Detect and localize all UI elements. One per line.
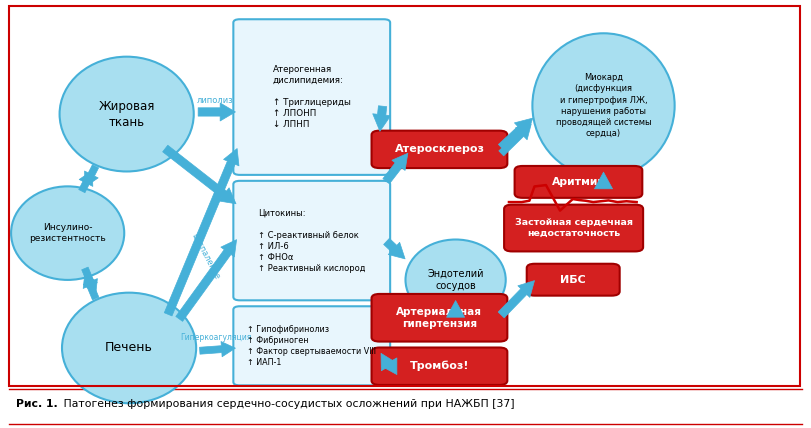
Text: Инсулино-
резистентность: Инсулино- резистентность (29, 223, 106, 243)
Ellipse shape (62, 293, 196, 403)
FancyBboxPatch shape (371, 348, 508, 385)
FancyBboxPatch shape (234, 306, 390, 385)
Ellipse shape (532, 33, 675, 178)
FancyBboxPatch shape (526, 264, 620, 296)
FancyBboxPatch shape (371, 294, 508, 342)
Text: Жировая
ткань: Жировая ткань (98, 100, 155, 128)
Text: Воспаление: Воспаление (189, 232, 221, 281)
Text: Застойная сердечная
недостаточность: Застойная сердечная недостаточность (515, 218, 633, 238)
Text: Цитокины:

↑ С-реактивный белок
↑ ИЛ-6
↑ ФНОα
↑ Реактивный кислород: Цитокины: ↑ С-реактивный белок ↑ ИЛ-6 ↑ … (258, 208, 366, 273)
Text: Печень: Печень (105, 342, 153, 354)
FancyBboxPatch shape (371, 131, 508, 168)
FancyBboxPatch shape (234, 181, 390, 300)
Text: Миокард
(дисфункция
и гипертрофия ЛЖ,
нарушения работы
проводящей системы
сердца: Миокард (дисфункция и гипертрофия ЛЖ, на… (556, 73, 651, 138)
Ellipse shape (406, 240, 506, 320)
Text: Эндотелий
сосудов: Эндотелий сосудов (427, 269, 484, 291)
Text: Артериальная
гипертензия: Артериальная гипертензия (397, 307, 483, 329)
Ellipse shape (59, 56, 194, 172)
FancyBboxPatch shape (234, 19, 390, 175)
Ellipse shape (11, 186, 124, 280)
FancyBboxPatch shape (504, 205, 643, 251)
Text: Гиперкоагуляция: Гиперкоагуляция (180, 333, 251, 342)
Text: ↑ Гипофибринолиз
↑ Фибриноген
↑ Фактор свертываемости VIII
↑ ИАП-1: ↑ Гипофибринолиз ↑ Фибриноген ↑ Фактор с… (247, 325, 376, 367)
Text: Патогенез формирования сердечно-сосудистых осложнений при НАЖБП [37]: Патогенез формирования сердечно-сосудист… (59, 399, 514, 410)
Text: липолиз: липолиз (196, 96, 233, 105)
Text: Атеросклероз: Атеросклероз (394, 144, 484, 155)
Text: Тромбоз!: Тромбоз! (410, 361, 470, 372)
Text: Атерогенная
дислипидемия:

↑ Триглицериды
↑ ЛПОНП
↓ ЛПНП: Атерогенная дислипидемия: ↑ Триглицериды… (272, 65, 350, 129)
Text: Аритмии: Аритмии (551, 177, 605, 187)
Text: Рис. 1.: Рис. 1. (16, 399, 58, 410)
Text: ИБС: ИБС (560, 275, 586, 285)
FancyBboxPatch shape (515, 166, 642, 198)
